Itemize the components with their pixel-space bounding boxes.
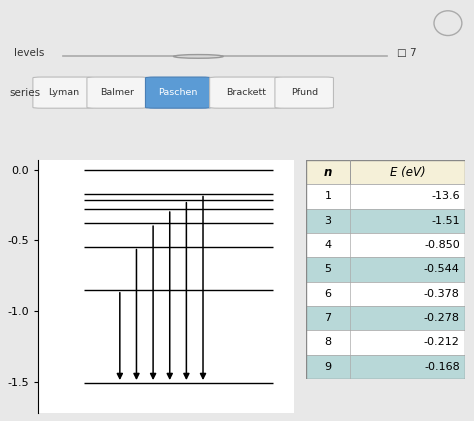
Text: -0.168: -0.168 [424,362,460,372]
Text: 3: 3 [325,216,331,226]
FancyBboxPatch shape [275,77,333,108]
Bar [306,306,465,330]
Text: Balmer: Balmer [100,88,134,97]
Text: -0.544: -0.544 [424,264,460,274]
Text: levels: levels [14,48,44,58]
Text: -13.6: -13.6 [431,192,460,202]
Bar [306,209,465,233]
Text: Paschen: Paschen [158,88,198,97]
FancyBboxPatch shape [210,77,282,108]
Text: Lyman: Lyman [48,88,79,97]
Text: -0.850: -0.850 [424,240,460,250]
Bar [306,282,465,306]
Bar [306,257,465,282]
Text: 6: 6 [325,289,331,299]
Text: series: series [9,88,40,98]
Text: Pfund: Pfund [291,88,318,97]
Text: 8: 8 [324,337,331,347]
Text: -0.212: -0.212 [424,337,460,347]
Text: n: n [324,165,332,179]
FancyBboxPatch shape [33,77,94,108]
Text: E (eV): E (eV) [390,165,425,179]
Text: 4: 4 [324,240,331,250]
Circle shape [173,55,223,58]
FancyBboxPatch shape [146,77,211,108]
Bar [306,330,465,354]
Text: 9: 9 [324,362,331,372]
Bar [306,184,465,209]
Text: -1.51: -1.51 [431,216,460,226]
Text: Brackett: Brackett [226,88,265,97]
FancyBboxPatch shape [87,77,148,108]
Bar [306,233,465,257]
Text: 5: 5 [325,264,331,274]
Bar [306,354,465,379]
Bar [306,160,465,184]
Text: -0.278: -0.278 [424,313,460,323]
Text: □ 7: □ 7 [396,48,416,58]
Text: -0.378: -0.378 [424,289,460,299]
Text: 7: 7 [324,313,331,323]
Text: 1: 1 [325,192,331,202]
